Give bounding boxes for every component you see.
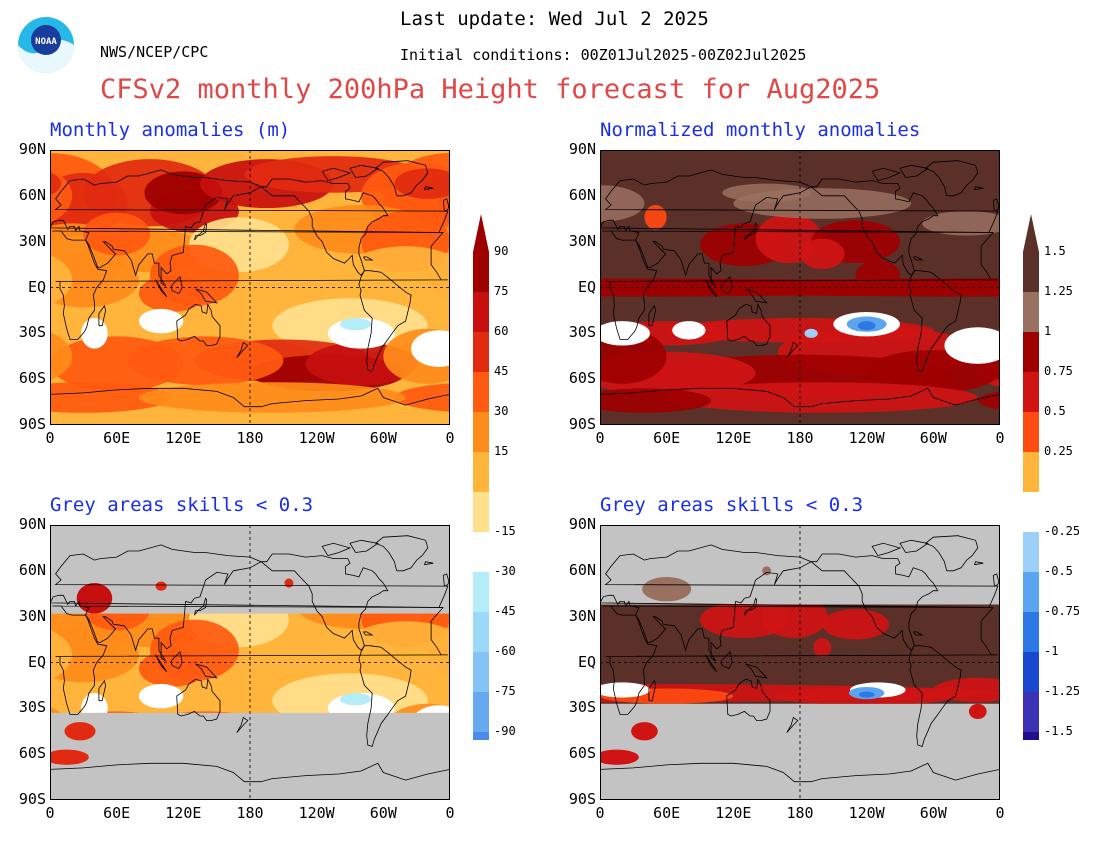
map-normalized — [600, 150, 1000, 425]
lon-label: 180 — [236, 429, 264, 447]
lon-label: 60W — [369, 804, 397, 822]
colorbar-right-label: 0.5 — [1044, 404, 1066, 418]
colorbar-anomalies — [473, 214, 489, 740]
lat-label: 90N — [18, 140, 46, 158]
lon-label: 120E — [165, 429, 202, 447]
lon-label: 60W — [919, 429, 947, 447]
last-update: Last update: Wed Jul 2 2025 — [400, 8, 709, 30]
lat-label: 30S — [568, 698, 596, 717]
lon-label: 0 — [995, 804, 1005, 822]
lon-label: 120E — [165, 804, 202, 822]
lat-label: EQ — [27, 652, 46, 671]
lat-label: 60S — [18, 369, 46, 388]
lon-label: 60W — [919, 804, 947, 822]
colorbar-left-label: 30 — [494, 404, 509, 418]
lon-label: 0 — [45, 804, 55, 822]
lat-label: 90N — [18, 515, 46, 533]
logo-text: NOAA — [35, 37, 57, 47]
colorbar-left-label: 90 — [494, 244, 509, 258]
lon-label: 0 — [445, 429, 455, 447]
map-anomalies — [50, 150, 450, 425]
colorbar-right-label: -0.25 — [1044, 524, 1081, 538]
lat-label: 60N — [18, 560, 46, 579]
lon-label: 60E — [103, 804, 131, 822]
colorbar-right-label: -0.75 — [1044, 604, 1081, 618]
lat-label: 30N — [18, 606, 46, 625]
map-skill-normalized — [600, 525, 1000, 800]
lon-label: 120W — [848, 804, 885, 822]
lat-label: 60S — [568, 744, 596, 763]
colorbar-right-label: -1 — [1044, 644, 1059, 658]
lat-label: 60S — [568, 369, 596, 388]
colorbar-normalized — [1023, 214, 1039, 740]
panel-title-anomalies: Monthly anomalies (m) — [50, 119, 291, 141]
lat-label: 90S — [18, 790, 46, 808]
lon-label: 120E — [715, 429, 752, 447]
lat-label: 30S — [18, 323, 46, 342]
lon-label: 0 — [445, 804, 455, 822]
lat-label: EQ — [577, 652, 596, 671]
lon-label: 180 — [786, 804, 814, 822]
colorbar-right-label: -1.25 — [1044, 684, 1081, 698]
panel-title-skill-anomalies: Grey areas skills < 0.3 — [50, 494, 314, 516]
lat-label: 30N — [18, 231, 46, 250]
lon-label: 0 — [995, 429, 1005, 447]
lat-label: 90S — [568, 790, 596, 808]
colorbar-left-label: 75 — [494, 284, 509, 298]
colorbar-left-label: -75 — [494, 684, 516, 698]
lat-label: 30N — [568, 606, 596, 625]
lat-label: 90N — [568, 515, 596, 533]
colorbar-right-label: 1.25 — [1044, 284, 1073, 298]
lon-label: 0 — [45, 429, 55, 447]
lon-label: 60E — [653, 804, 681, 822]
lat-label: 60N — [568, 185, 596, 204]
colorbar-right-label: -0.5 — [1044, 564, 1073, 578]
noaa-logo: NOAA — [18, 12, 74, 78]
lat-label: 90S — [568, 415, 596, 433]
colorbar-left-label: 15 — [494, 444, 509, 458]
colorbar-right-label: 0.25 — [1044, 444, 1073, 458]
colorbar-left-label: 45 — [494, 364, 509, 378]
lon-label: 0 — [595, 429, 605, 447]
colorbar-right-label: -1.5 — [1044, 724, 1073, 738]
page-title: CFSv2 monthly 200hPa Height forecast for… — [100, 74, 881, 105]
colorbar-right-label: 1.5 — [1044, 244, 1066, 258]
colorbar-left-label: -30 — [494, 564, 516, 578]
lon-label: 60E — [653, 429, 681, 447]
lon-label: 0 — [595, 804, 605, 822]
panel-title-skill-normalized: Grey areas skills < 0.3 — [600, 494, 864, 516]
colorbar-left-label: -90 — [494, 724, 516, 738]
lat-label: 60N — [568, 560, 596, 579]
colorbar-left-label: 60 — [494, 324, 509, 338]
lat-label: 30N — [568, 231, 596, 250]
lat-label: 30S — [18, 698, 46, 717]
lon-label: 60E — [103, 429, 131, 447]
map-skill-anomalies — [50, 525, 450, 800]
colorbar-left-label: -60 — [494, 644, 516, 658]
lat-label: 30S — [568, 323, 596, 342]
lon-label: 120E — [715, 804, 752, 822]
colorbar-left-label: -15 — [494, 524, 516, 538]
lat-label: 90N — [568, 140, 596, 158]
lon-label: 120W — [298, 804, 335, 822]
lat-label: 90S — [18, 415, 46, 433]
colorbar-right-label: 1 — [1044, 324, 1052, 338]
panel-title-normalized: Normalized monthly anomalies — [600, 119, 921, 141]
lon-label: 180 — [236, 804, 264, 822]
agency-label: NWS/NCEP/CPC — [100, 43, 209, 61]
initial-conditions: Initial conditions: 00Z01Jul2025-00Z02Ju… — [400, 46, 807, 64]
lat-label: EQ — [27, 277, 46, 296]
colorbar-left-label: -45 — [494, 604, 516, 618]
lon-label: 180 — [786, 429, 814, 447]
lat-label: 60S — [18, 744, 46, 763]
colorbar-right-label: 0.75 — [1044, 364, 1073, 378]
lon-label: 60W — [369, 429, 397, 447]
lat-label: EQ — [577, 277, 596, 296]
lon-label: 120W — [298, 429, 335, 447]
lat-label: 60N — [18, 185, 46, 204]
lon-label: 120W — [848, 429, 885, 447]
